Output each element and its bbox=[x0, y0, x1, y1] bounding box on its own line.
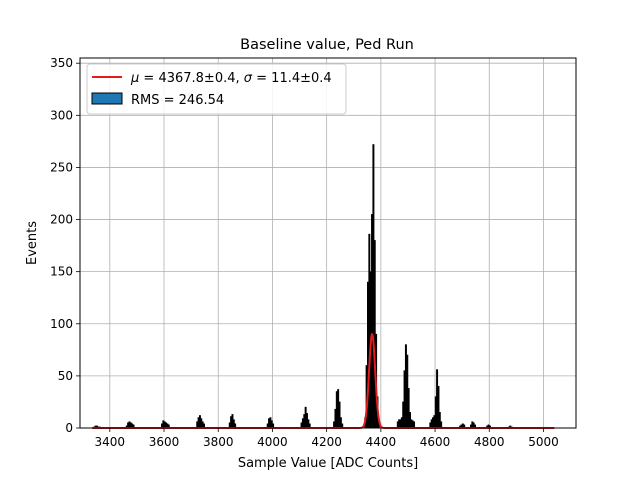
plot-background bbox=[80, 58, 576, 428]
y-tick-label: 150 bbox=[50, 265, 73, 279]
y-axis-ticks: 0 50 100 150 200 250 300 350 bbox=[50, 56, 80, 435]
x-axis-ticks: 3400 3600 3800 4000 4200 4400 4600 4800 5000 bbox=[95, 428, 559, 449]
plot-area bbox=[79, 57, 577, 429]
legend-mu-symbol: μ bbox=[130, 71, 139, 86]
y-tick-label: 300 bbox=[50, 108, 73, 122]
y-tick-label: 0 bbox=[65, 421, 73, 435]
plot-frame bbox=[79, 57, 577, 429]
legend-fit-label: μ = 4367.8±0.4, σ = 11.4±0.4 bbox=[130, 71, 332, 86]
chart-title: Baseline value, Ped Run bbox=[240, 37, 414, 53]
x-tick-label: 4400 bbox=[366, 435, 397, 449]
x-tick-label: 3400 bbox=[95, 435, 126, 449]
legend-sigma-symbol: σ bbox=[244, 71, 253, 86]
legend-box bbox=[86, 63, 347, 115]
x-tick-label: 4200 bbox=[311, 435, 342, 449]
x-tick-label: 4600 bbox=[420, 435, 451, 449]
legend-histogram-label: RMS = 246.54 bbox=[131, 93, 224, 108]
y-tick-label: 250 bbox=[50, 160, 73, 174]
x-tick-label: 4800 bbox=[474, 435, 505, 449]
legend-histogram-swatch bbox=[91, 92, 123, 105]
y-tick-label: 200 bbox=[50, 213, 73, 227]
legend-mu-value: = 4367.8±0.4, bbox=[139, 71, 243, 86]
grid-lines bbox=[80, 58, 576, 429]
legend-sigma-value: = 11.4±0.4 bbox=[252, 71, 332, 86]
x-tick-label: 5000 bbox=[528, 435, 559, 449]
legend: μ = 4367.8±0.4, σ = 11.4±0.4 RMS = 246.5… bbox=[86, 63, 347, 115]
x-tick-label: 4000 bbox=[257, 435, 288, 449]
y-tick-label: 100 bbox=[50, 317, 73, 331]
x-tick-label: 3600 bbox=[149, 435, 180, 449]
x-tick-label: 3800 bbox=[203, 435, 234, 449]
y-tick-label: 350 bbox=[50, 56, 73, 70]
y-axis-label: Events bbox=[25, 221, 40, 265]
x-axis-label: Sample Value [ADC Counts] bbox=[238, 456, 418, 471]
y-tick-label: 50 bbox=[58, 369, 73, 383]
